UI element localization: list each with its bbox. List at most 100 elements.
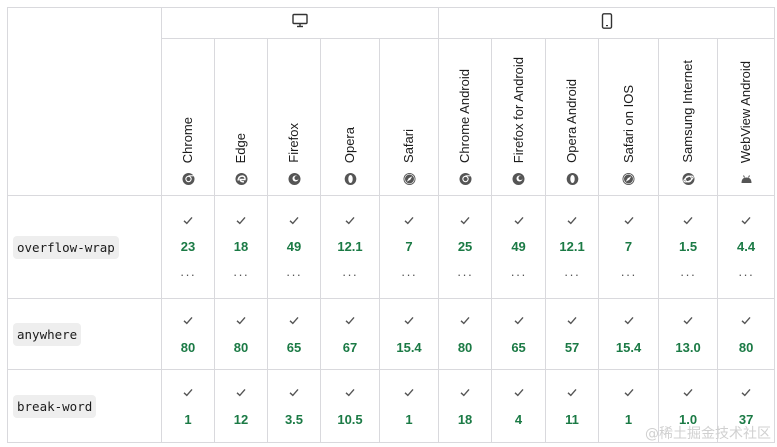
browser-name: Edge (233, 132, 248, 163)
support-cell[interactable]: 49 ··· (267, 195, 321, 299)
support-cell[interactable]: 4.4 ··· (717, 195, 776, 299)
support-cell[interactable]: 65 (491, 298, 547, 370)
check-icon (289, 312, 299, 326)
support-cell[interactable]: 4 (491, 369, 547, 443)
more-notes-indicator[interactable]: ··· (342, 267, 358, 282)
check-icon (567, 384, 577, 398)
chrome-icon (458, 171, 473, 186)
support-cell[interactable]: 15.4 (378, 298, 440, 370)
support-cell[interactable]: 10.5 (320, 369, 380, 443)
browser-name: Firefox (286, 123, 301, 163)
support-cell[interactable]: 11 (545, 369, 600, 443)
check-icon (183, 212, 193, 226)
more-notes-indicator[interactable]: ··· (233, 267, 249, 282)
support-cell[interactable]: 7 ··· (598, 195, 660, 299)
version-number: 15.4 (396, 340, 422, 355)
support-cell[interactable]: 37 (717, 369, 776, 443)
version-number: 10.5 (337, 412, 363, 427)
browser-header-opera: Opera (320, 38, 380, 196)
samsung-internet-icon (681, 171, 696, 186)
version-number: 1.0 (679, 412, 698, 427)
version-number: 49 (286, 239, 302, 254)
version-number: 1 (184, 412, 192, 427)
firefox-icon (287, 171, 302, 186)
check-icon (404, 212, 414, 226)
watermark: @稀土掘金技术社区 (645, 426, 771, 442)
check-icon (183, 384, 193, 398)
browser-name: Opera (342, 126, 357, 163)
version-number: 37 (738, 412, 754, 427)
support-cell[interactable]: 80 (717, 298, 776, 370)
browser-name: Safari on IOS (620, 84, 636, 163)
more-notes-indicator[interactable]: ··· (180, 267, 196, 282)
check-icon (683, 384, 693, 398)
version-number: 18 (457, 412, 473, 427)
feature-row-anywhere: anywhere 80 80 65 67 15.4 80 65 57 15.4 13.0 80 (7, 298, 776, 370)
support-cell[interactable]: 13.0 (658, 298, 719, 370)
feature-name: break-word (13, 394, 97, 418)
version-number: 7 (405, 239, 413, 254)
support-cell[interactable]: 67 (320, 298, 380, 370)
support-cell[interactable]: 1 (378, 369, 440, 443)
check-icon (624, 312, 634, 326)
check-icon (404, 384, 414, 398)
support-cell[interactable]: 12.1 ··· (545, 195, 600, 299)
support-cell[interactable]: 49 ··· (491, 195, 547, 299)
support-cell[interactable]: 7 ··· (378, 195, 440, 299)
check-icon (289, 384, 299, 398)
more-notes-indicator[interactable]: ··· (457, 267, 474, 282)
browser-name: Chrome (180, 116, 195, 163)
support-cell[interactable]: 80 (438, 298, 493, 370)
more-notes-indicator[interactable]: ··· (620, 267, 637, 282)
support-cell[interactable]: 80 (161, 298, 215, 370)
chrome-icon (181, 171, 196, 186)
support-cell[interactable]: 3.5 (267, 369, 321, 443)
version-number: 12.1 (559, 239, 585, 254)
version-number: 23 (180, 239, 196, 254)
check-icon (741, 212, 751, 226)
check-icon (183, 312, 193, 326)
more-notes-indicator[interactable]: ··· (510, 267, 527, 282)
support-cell[interactable]: 1.5 ··· (658, 195, 719, 299)
version-number: 65 (511, 340, 526, 355)
check-icon (514, 312, 524, 326)
support-cell[interactable]: 57 (545, 298, 600, 370)
check-icon (345, 384, 355, 398)
edge-icon (234, 171, 249, 186)
browser-header-webview-android: WebView Android (717, 38, 776, 196)
version-number: 7 (624, 239, 633, 254)
support-cell[interactable]: 1 (161, 369, 215, 443)
browser-name: Opera Android (564, 79, 580, 163)
support-cell[interactable]: 18 ··· (214, 195, 268, 299)
check-icon (460, 312, 470, 326)
version-number: 1 (624, 412, 633, 427)
support-cell[interactable]: 23 ··· (161, 195, 215, 299)
feature-name-cell: anywhere (7, 298, 162, 370)
more-notes-indicator[interactable]: ··· (401, 267, 418, 282)
support-cell[interactable]: 1 (598, 369, 660, 443)
support-cell[interactable]: 12.1 ··· (320, 195, 380, 299)
support-cell[interactable]: 12 (214, 369, 268, 443)
check-icon (624, 384, 634, 398)
version-number: 1 (405, 412, 413, 427)
more-notes-indicator[interactable]: ··· (286, 267, 302, 282)
browser-name: Firefox for Android (510, 56, 526, 163)
more-notes-indicator[interactable]: ··· (680, 267, 697, 282)
support-cell[interactable]: 65 (267, 298, 321, 370)
support-cell[interactable]: 80 (214, 298, 268, 370)
check-icon (460, 212, 470, 226)
check-icon (741, 312, 751, 326)
support-cell[interactable]: 18 (438, 369, 493, 443)
corner-cell (7, 7, 162, 196)
check-icon (460, 384, 470, 398)
support-cell[interactable]: 15.4 (598, 298, 660, 370)
browser-header-opera-android: Opera Android (545, 38, 600, 196)
check-icon (683, 312, 693, 326)
feature-name: overflow-wrap (13, 235, 119, 259)
support-cell[interactable]: 1.0 (658, 369, 719, 443)
check-icon (567, 212, 577, 226)
version-number: 12 (233, 412, 249, 427)
support-cell[interactable]: 25 ··· (438, 195, 493, 299)
more-notes-indicator[interactable]: ··· (738, 267, 755, 282)
more-notes-indicator[interactable]: ··· (564, 267, 581, 282)
